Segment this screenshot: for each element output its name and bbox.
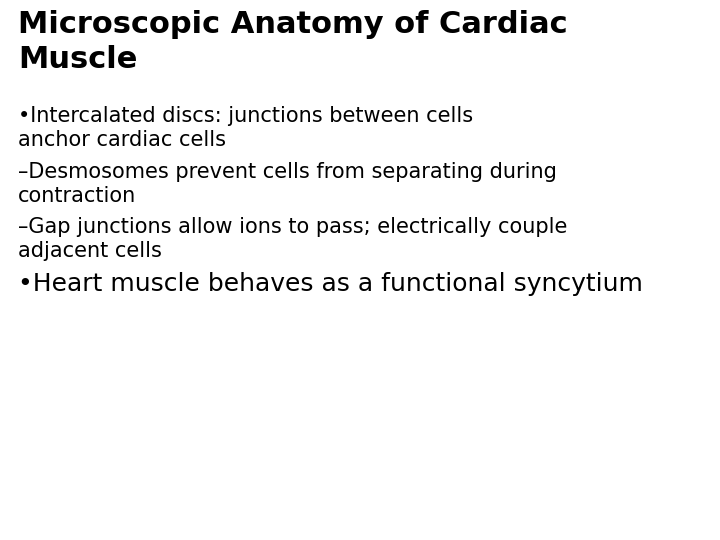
Text: Microscopic Anatomy of Cardiac
Muscle: Microscopic Anatomy of Cardiac Muscle <box>18 10 567 74</box>
Text: –Desmosomes prevent cells from separating during
contraction: –Desmosomes prevent cells from separatin… <box>18 161 557 206</box>
Text: •Heart muscle behaves as a functional syncytium: •Heart muscle behaves as a functional sy… <box>18 272 643 296</box>
Text: •Intercalated discs: junctions between cells
anchor cardiac cells: •Intercalated discs: junctions between c… <box>18 106 473 150</box>
Text: –Gap junctions allow ions to pass; electrically couple
adjacent cells: –Gap junctions allow ions to pass; elect… <box>18 217 567 261</box>
